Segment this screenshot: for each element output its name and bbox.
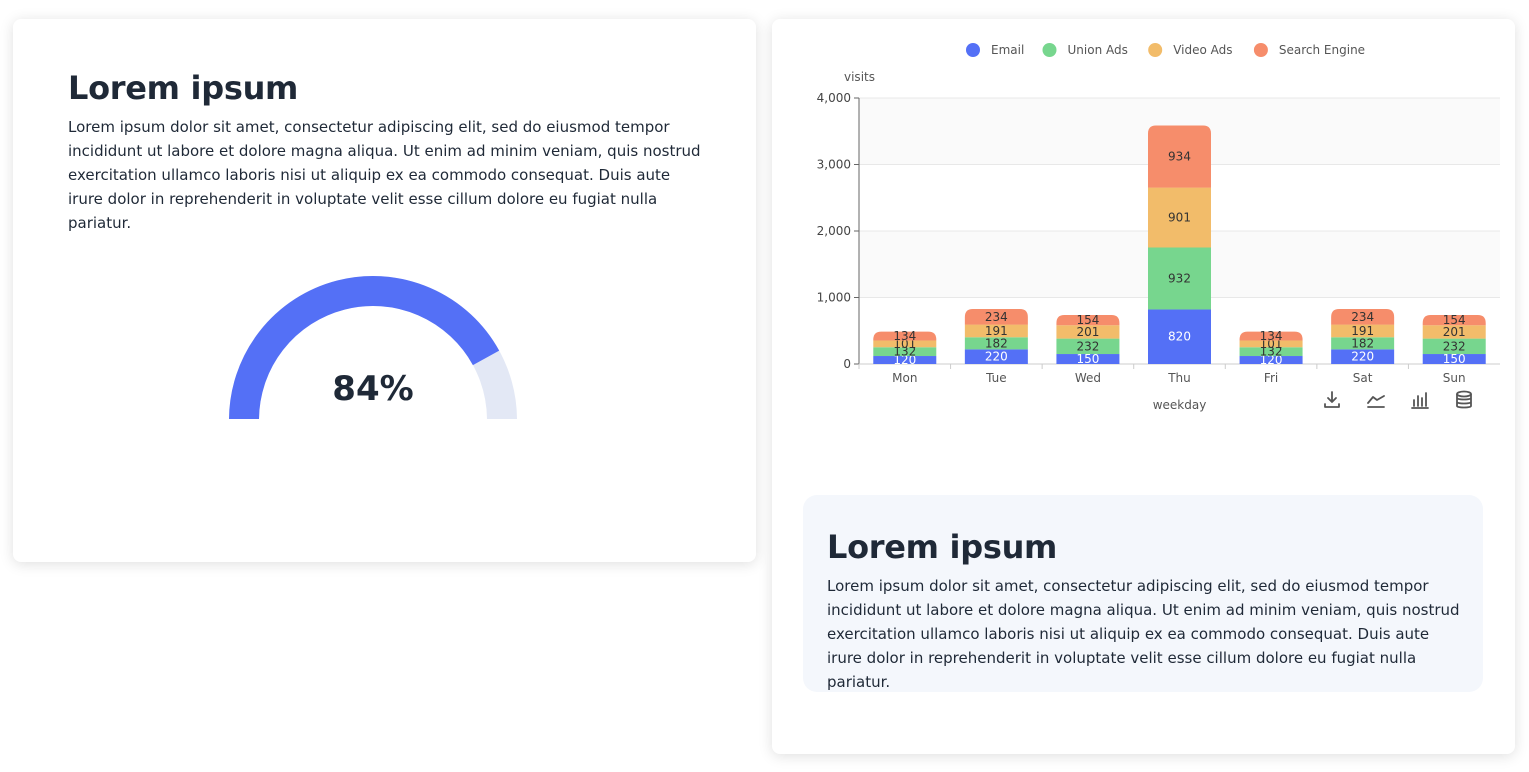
data-label: 191	[985, 324, 1008, 338]
legend-marker	[1253, 43, 1268, 57]
data-label: 150	[1443, 352, 1466, 366]
bar-segment[interactable]	[1056, 338, 1120, 355]
x-tick-label: Fri	[1264, 371, 1278, 385]
bar-segment[interactable]	[873, 331, 937, 341]
legend-item-label[interactable]: Union Ads	[1068, 43, 1128, 57]
bar-segment[interactable]	[1056, 314, 1120, 326]
card-title: Lorem ipsum	[68, 69, 299, 107]
bar-segment[interactable]	[1331, 309, 1395, 325]
legend-marker	[1148, 43, 1163, 57]
y-tick-label: 4,000	[817, 91, 851, 105]
bar-segment[interactable]	[1422, 338, 1486, 355]
x-tick-label: Sat	[1353, 371, 1373, 385]
data-label: 134	[893, 329, 916, 343]
bar-segment[interactable]	[873, 347, 937, 357]
legend-item-label[interactable]: Email	[991, 43, 1024, 57]
data-label: 120	[893, 353, 916, 367]
legend-marker	[1042, 43, 1057, 57]
bar-segment[interactable]	[1239, 347, 1303, 357]
gauge-card: Lorem ipsum Lorem ipsum dolor sit amet, …	[13, 19, 756, 562]
data-label: 154	[1443, 313, 1466, 327]
bar-segment[interactable]	[964, 349, 1028, 364]
legend-item-label[interactable]: Video Ads	[1173, 43, 1232, 57]
bar-segment[interactable]	[1422, 325, 1486, 339]
legend-item-label[interactable]: Search Engine	[1279, 43, 1365, 57]
bar-segment[interactable]	[1148, 187, 1211, 248]
bar-segment[interactable]	[1331, 324, 1395, 338]
legend-marker	[966, 43, 980, 57]
bar-segment[interactable]	[1148, 309, 1211, 364]
y-tick-label: 2,000	[817, 224, 851, 238]
data-label: 132	[893, 345, 916, 359]
bar-segment[interactable]	[873, 356, 937, 364]
data-label: 132	[1260, 345, 1283, 359]
data-label: 154	[1076, 313, 1099, 327]
x-tick-label: Mon	[892, 371, 917, 385]
data-label: 201	[1076, 325, 1099, 339]
bar-chart-icon[interactable]	[1409, 389, 1431, 411]
data-label: 932	[1168, 271, 1191, 285]
data-label: 134	[1260, 329, 1283, 343]
data-label: 150	[1076, 352, 1099, 366]
x-tick-label: Thu	[1167, 371, 1191, 385]
bar-segment[interactable]	[1331, 349, 1395, 364]
gauge-value: 84%	[332, 369, 414, 409]
data-label: 220	[985, 350, 1008, 364]
gauge-chart: 84%	[218, 249, 528, 421]
data-label: 934	[1168, 150, 1191, 164]
data-label: 182	[985, 336, 1008, 350]
chart-legend: Email Union Ads Video Ads Search Engine	[966, 43, 1365, 57]
y-tick-label: 1,000	[817, 291, 851, 305]
bar-segment[interactable]	[1056, 354, 1120, 364]
y-tick-label: 3,000	[817, 158, 851, 172]
bar-segment[interactable]	[1422, 314, 1486, 326]
info-box: Lorem ipsum Lorem ipsum dolor sit amet, …	[803, 495, 1483, 692]
database-icon[interactable]	[1453, 389, 1475, 411]
data-label: 234	[1351, 310, 1374, 324]
bar-segment[interactable]	[1239, 340, 1303, 348]
bar-segment[interactable]	[964, 309, 1028, 325]
info-description: Lorem ipsum dolor sit amet, consectetur …	[827, 577, 1460, 691]
bar-segment[interactable]	[873, 340, 937, 348]
bar-segment[interactable]	[1239, 331, 1303, 341]
data-label: 234	[985, 310, 1008, 324]
data-label: 232	[1076, 339, 1099, 353]
download-icon[interactable]	[1321, 389, 1343, 411]
x-tick-label: Sun	[1443, 371, 1466, 385]
bar-segment[interactable]	[1148, 247, 1211, 310]
data-label: 220	[1351, 350, 1374, 364]
data-label: 901	[1168, 211, 1191, 225]
x-axis-label: weekday	[1153, 398, 1207, 412]
bar-segment[interactable]	[1239, 356, 1303, 364]
y-axis-label: visits	[844, 70, 875, 84]
data-label: 182	[1351, 336, 1374, 350]
chart-card: Email Union Ads Video Ads Search Engine vis…	[772, 19, 1515, 754]
bar-segment[interactable]	[1422, 354, 1486, 364]
gauge-fill	[229, 276, 500, 421]
x-tick-label: Tue	[985, 371, 1007, 385]
data-label: 191	[1351, 324, 1374, 338]
card-description: Lorem ipsum dolor sit amet, consectetur …	[68, 118, 701, 232]
bar-segment[interactable]	[964, 337, 1028, 350]
data-label: 201	[1443, 325, 1466, 339]
bar-segment[interactable]	[1331, 337, 1395, 350]
data-label: 820	[1168, 330, 1191, 344]
y-tick-label: 0	[843, 357, 851, 371]
info-title: Lorem ipsum	[827, 528, 1058, 566]
data-label: 232	[1443, 339, 1466, 353]
line-chart-icon[interactable]	[1365, 389, 1387, 411]
bar-segment[interactable]	[964, 324, 1028, 338]
bar-segment[interactable]	[1056, 325, 1120, 339]
bar-segment[interactable]	[1148, 125, 1211, 188]
data-label: 120	[1260, 353, 1283, 367]
x-tick-label: Wed	[1075, 371, 1101, 385]
stacked-bar-chart: Email Union Ads Video Ads Search Engine vis…	[817, 43, 1500, 412]
